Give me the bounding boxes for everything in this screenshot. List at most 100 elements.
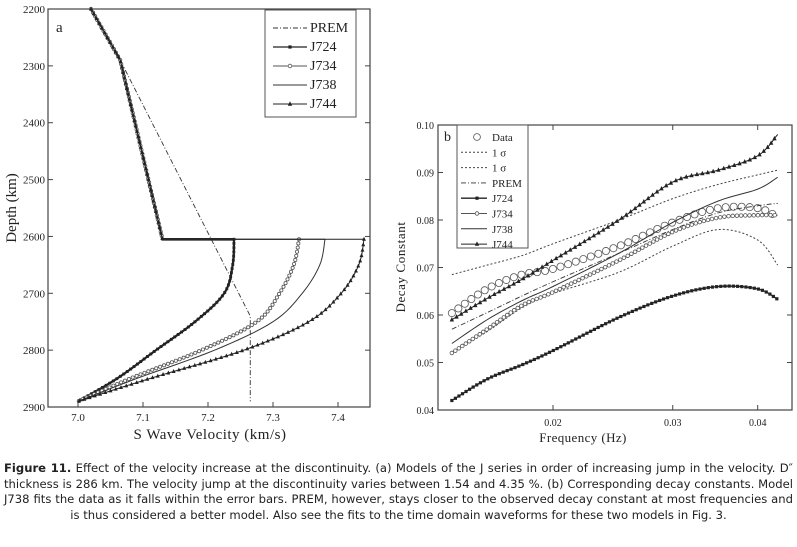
- legend-a-j734-marker: [287, 63, 293, 69]
- series-j734-marker: [561, 285, 566, 290]
- series-j724-marker: [630, 309, 634, 313]
- x-axis-label: Frequency (Hz): [539, 430, 627, 445]
- series-j744-marker: [140, 150, 145, 155]
- series-j734-marker: [281, 284, 286, 289]
- series-j744-marker: [477, 299, 483, 305]
- series-1-σ-line: [451, 228, 779, 354]
- legend-b-j744-marker: [474, 241, 480, 246]
- series-j734-marker: [481, 329, 486, 335]
- series-j744-marker: [160, 235, 165, 240]
- legend-b-j734-label: J734: [492, 209, 513, 221]
- series-j744-marker: [689, 172, 694, 178]
- series-j744-marker: [742, 159, 747, 164]
- legend-b-data-marker: [473, 133, 481, 141]
- series-data-marker: [564, 260, 573, 269]
- series-j744-marker: [645, 195, 651, 201]
- series-j734-marker: [262, 312, 267, 317]
- series-j734-marker: [138, 372, 143, 377]
- series-j734-marker: [463, 341, 468, 346]
- series-j744-marker: [535, 267, 540, 272]
- series-j724-marker: [694, 288, 698, 292]
- series-j724-marker: [232, 242, 236, 245]
- series-j734-marker: [270, 302, 275, 307]
- legend-b-j738-label: J738: [492, 224, 513, 236]
- series-j744-marker: [286, 329, 290, 334]
- series-j744-marker: [113, 49, 118, 54]
- y-tick-label: 0.04: [417, 406, 435, 417]
- series-j734-marker: [296, 241, 301, 246]
- series-j744-marker: [342, 287, 347, 292]
- series-j734-marker: [709, 216, 715, 222]
- series-j734-marker: [487, 324, 493, 330]
- series-j744-marker: [473, 302, 478, 308]
- series-j724-marker: [771, 294, 775, 299]
- series-j724-marker: [93, 390, 97, 394]
- series-j744-marker: [572, 244, 578, 249]
- series-j724-marker: [532, 357, 536, 362]
- series-j724-marker: [180, 330, 184, 334]
- series-j724-marker: [570, 339, 574, 343]
- series-j734-marker: [685, 223, 691, 229]
- series-j744-marker: [747, 157, 753, 162]
- series-j724-marker: [478, 381, 483, 385]
- series-j744-marker: [182, 365, 187, 370]
- series-j744-marker: [694, 171, 700, 177]
- series-j734-marker: [526, 299, 532, 305]
- x-tick-label: 0.04: [749, 418, 767, 429]
- series-j744-marker: [94, 16, 99, 21]
- series-j744-marker: [126, 91, 131, 96]
- series-j724-marker: [562, 343, 567, 347]
- series-j744-marker: [146, 176, 151, 181]
- series-j734-marker: [618, 257, 623, 262]
- series-j744-marker: [127, 96, 132, 101]
- series-j744-marker: [454, 314, 459, 319]
- series-j744-marker: [361, 242, 366, 247]
- series-data-marker: [631, 235, 640, 244]
- series-j734-marker: [189, 352, 194, 357]
- series-j744-marker: [637, 202, 642, 207]
- series-j734-marker: [621, 255, 627, 260]
- series-j724-marker: [97, 388, 101, 391]
- legend-b-j734-marker: [474, 211, 480, 216]
- series-data-marker: [541, 266, 550, 275]
- series-j744-marker: [208, 358, 213, 363]
- series-j724-marker: [736, 284, 740, 288]
- series-j734-marker: [565, 283, 570, 288]
- series-j734-marker: [259, 315, 264, 320]
- series-j734-marker: [632, 249, 638, 254]
- series-j744-marker: [102, 30, 107, 35]
- series-j744-marker: [351, 273, 356, 278]
- series-j724-marker: [176, 333, 180, 336]
- series-j734-marker: [235, 331, 240, 336]
- panel-label-b: b: [444, 130, 451, 145]
- series-j734-marker: [546, 292, 551, 297]
- series-j724-marker: [756, 287, 760, 291]
- series-j744-marker: [487, 294, 492, 299]
- y-tick-label: 2700: [23, 288, 46, 300]
- series-j724-marker: [146, 355, 149, 358]
- series-j744-marker: [157, 225, 162, 230]
- series-j734-marker: [216, 340, 221, 345]
- series-j734-marker: [223, 336, 228, 342]
- series-j744-marker: [632, 205, 638, 211]
- x-tick-label: 7.0: [71, 412, 85, 424]
- series-j734-marker: [636, 247, 641, 252]
- series-j734-marker: [718, 215, 723, 220]
- series-j724-marker: [574, 337, 578, 341]
- series-j734-marker: [515, 305, 520, 311]
- series-j744-marker: [103, 390, 108, 395]
- series-j734-marker: [553, 288, 559, 294]
- series-j724-marker: [232, 246, 236, 250]
- series-j734-marker: [614, 259, 619, 264]
- panel-label-a: a: [56, 20, 63, 36]
- series-j734-marker: [505, 312, 510, 318]
- series-j734-marker: [751, 213, 756, 218]
- series-j744-marker: [99, 25, 104, 30]
- series-j734-marker: [238, 329, 243, 334]
- series-j744-marker: [596, 230, 601, 235]
- series-j724-marker: [223, 291, 227, 294]
- series-j724-marker: [665, 296, 670, 300]
- figure-caption: Figure 11. Effect of the velocity increa…: [4, 461, 793, 523]
- series-j724-marker: [173, 335, 177, 339]
- series-j744-marker: [331, 299, 336, 304]
